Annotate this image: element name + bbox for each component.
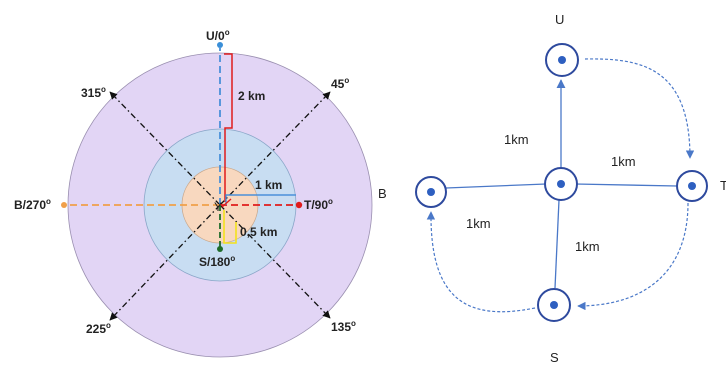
graph-north-label: U [555, 12, 564, 27]
south-label: S/180o [199, 254, 235, 269]
blue-path-east [225, 194, 296, 205]
nw-label: 315o [81, 85, 106, 100]
north-dot [217, 42, 223, 48]
node-center [544, 167, 578, 201]
east-dot [295, 201, 303, 209]
edge-label-left: 1km [466, 216, 491, 231]
edge-label-top: 1km [504, 132, 529, 147]
diagonal-45 [219, 91, 331, 206]
center-red-arrow [221, 198, 232, 208]
graph-south-label: S [550, 350, 559, 365]
sw-label: 225o [86, 321, 111, 336]
edge-east-south [577, 202, 689, 311]
edge-center-south [554, 199, 560, 289]
south-dot [217, 246, 223, 252]
diagonal-315 [109, 91, 221, 206]
edge-center-west [445, 183, 547, 189]
edge-center-east [574, 183, 678, 187]
outer-distance-label: 2 km [238, 89, 265, 103]
se-label: 135o [331, 319, 356, 334]
node-north [545, 43, 579, 77]
edge-north-east [584, 58, 695, 159]
east-label: T/90o [304, 197, 333, 212]
yellow-path-south [223, 210, 237, 244]
ne-label: 45o [331, 76, 349, 91]
node-south [537, 288, 571, 322]
diagonal-135 [219, 204, 331, 319]
inner-distance-label: 0,5 km [240, 225, 277, 239]
graph-east-label: T [720, 178, 726, 193]
center-mark: Y [214, 200, 222, 214]
edge-south-west [426, 211, 536, 313]
radar-diagram: U/0o T/90o S/180o B/270o 45o 135o 225o 3… [14, 28, 387, 358]
edge-label-right: 1km [611, 154, 636, 169]
red-path-north [224, 53, 233, 202]
outside-letter: B [378, 186, 387, 201]
node-east [676, 170, 708, 202]
middle-distance-label: 1 km [255, 178, 282, 192]
node-graph: U S T 1km 1km 1km 1km [415, 12, 726, 365]
node-west [415, 176, 447, 208]
north-label: U/0o [206, 28, 230, 43]
west-label: B/270o [14, 197, 51, 212]
edge-label-bottom: 1km [575, 239, 600, 254]
west-dot [61, 202, 67, 208]
